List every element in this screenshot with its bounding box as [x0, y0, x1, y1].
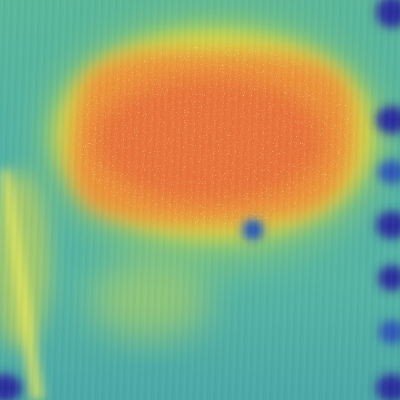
cold-spot-center-core — [248, 225, 258, 235]
cold-spot-bottom-left — [0, 374, 22, 400]
left-streak — [0, 170, 45, 400]
right-edge-cold-spots — [376, 0, 400, 400]
warm-patch-lower — [90, 260, 210, 340]
speckle-texture — [75, 45, 355, 225]
